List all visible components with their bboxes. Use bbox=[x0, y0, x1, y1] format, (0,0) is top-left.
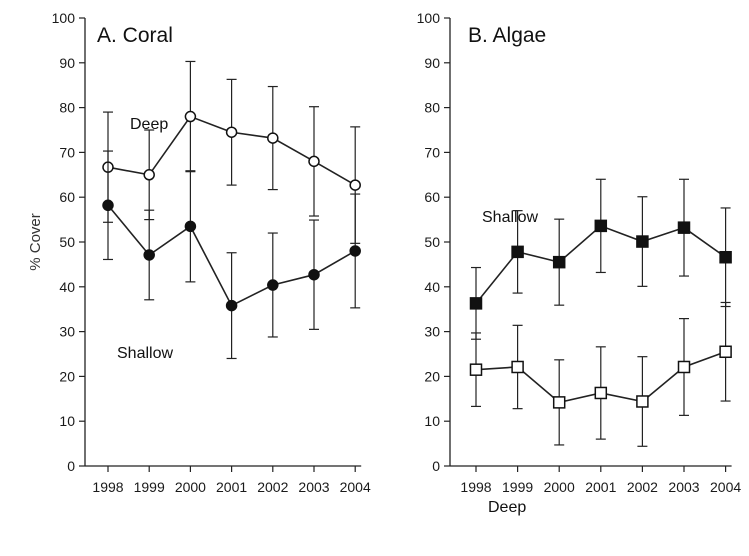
data-point bbox=[552, 255, 566, 269]
data-point bbox=[267, 279, 279, 291]
x-tick-label: 2002 bbox=[257, 479, 288, 495]
panel-coral: 0 10 20 30 40 50 60 70 80 90 100 1998 1999 2000 2001 20… bbox=[27, 10, 371, 495]
x-tick-label: 2002 bbox=[627, 479, 658, 495]
y-tick-label: 50 bbox=[59, 234, 75, 250]
data-point bbox=[594, 386, 608, 400]
data-point bbox=[469, 297, 483, 310]
data-point bbox=[469, 363, 483, 376]
series-label-deep: Deep bbox=[488, 499, 526, 516]
data-point bbox=[225, 126, 238, 138]
data-point bbox=[677, 221, 691, 234]
y-tick-label: 10 bbox=[59, 413, 75, 429]
y-tick-label: 40 bbox=[424, 279, 440, 295]
data-point bbox=[511, 245, 524, 259]
panel-title: B. Algae bbox=[468, 24, 546, 47]
data-point bbox=[594, 219, 608, 233]
y-tick-label: 20 bbox=[424, 368, 440, 384]
x-tick-label: 2004 bbox=[340, 479, 371, 495]
y-tick-label: 40 bbox=[59, 279, 75, 295]
y-tick-label: 90 bbox=[59, 55, 75, 71]
x-tick-label: 1998 bbox=[92, 479, 123, 495]
y-tick-label: 90 bbox=[424, 55, 440, 71]
data-point bbox=[636, 395, 649, 408]
series-shallow bbox=[102, 150, 361, 360]
series-label-shallow: Shallow bbox=[482, 209, 538, 226]
data-point bbox=[552, 396, 566, 409]
y-tick-label: 70 bbox=[424, 144, 440, 160]
series-shallow bbox=[469, 178, 732, 340]
x-tick-label: 2001 bbox=[585, 479, 616, 495]
y-tick-label: 70 bbox=[59, 144, 75, 160]
y-tick-label: 20 bbox=[59, 368, 75, 384]
x-tick-label: 2001 bbox=[216, 479, 247, 495]
data-point bbox=[636, 235, 649, 248]
series-deep bbox=[102, 60, 361, 244]
x-tick-label: 1998 bbox=[460, 479, 491, 495]
y-tick-label: 80 bbox=[59, 100, 75, 116]
y-tick-label: 0 bbox=[432, 458, 440, 474]
data-point bbox=[308, 155, 320, 168]
y-tick-label: 10 bbox=[424, 413, 440, 429]
data-point bbox=[225, 299, 238, 312]
y-axis-label: % Cover bbox=[27, 213, 44, 271]
data-point bbox=[143, 249, 155, 261]
series-deep bbox=[469, 301, 732, 447]
x-tick-label: 2000 bbox=[175, 479, 206, 495]
data-point bbox=[308, 268, 320, 281]
y-tick-label: 80 bbox=[424, 100, 440, 116]
x-tick-label: 2003 bbox=[668, 479, 699, 495]
data-point bbox=[102, 199, 114, 212]
data-point bbox=[267, 132, 279, 144]
series-label-deep: Deep bbox=[130, 116, 168, 133]
data-point bbox=[184, 220, 197, 233]
y-tick-label: 50 bbox=[424, 234, 440, 250]
data-point bbox=[719, 250, 732, 264]
data-point bbox=[349, 179, 361, 191]
x-tick-label: 1999 bbox=[134, 479, 165, 495]
y-tick-label: 0 bbox=[67, 458, 75, 474]
x-tick-label: 2004 bbox=[710, 479, 741, 495]
data-point bbox=[511, 360, 524, 374]
series-label-shallow: Shallow bbox=[117, 345, 173, 362]
data-point bbox=[143, 169, 155, 181]
y-tick-label: 60 bbox=[59, 189, 75, 205]
y-tick-label: 30 bbox=[424, 324, 440, 340]
y-tick-label: 100 bbox=[417, 10, 441, 26]
panel-algae: 0 10 20 30 40 50 60 70 80 90 100 1998 1999 2000 2001 20… bbox=[417, 10, 742, 516]
y-tick-label: 60 bbox=[424, 189, 440, 205]
y-tick-label: 30 bbox=[59, 324, 75, 340]
data-point bbox=[677, 360, 691, 374]
data-point bbox=[719, 345, 732, 359]
x-tick-label: 1999 bbox=[502, 479, 533, 495]
panel-title: A. Coral bbox=[97, 24, 173, 47]
data-point bbox=[184, 110, 197, 123]
x-tick-label: 2000 bbox=[544, 479, 575, 495]
data-point bbox=[349, 245, 361, 257]
x-tick-label: 2003 bbox=[298, 479, 329, 495]
y-tick-label: 100 bbox=[52, 10, 76, 26]
